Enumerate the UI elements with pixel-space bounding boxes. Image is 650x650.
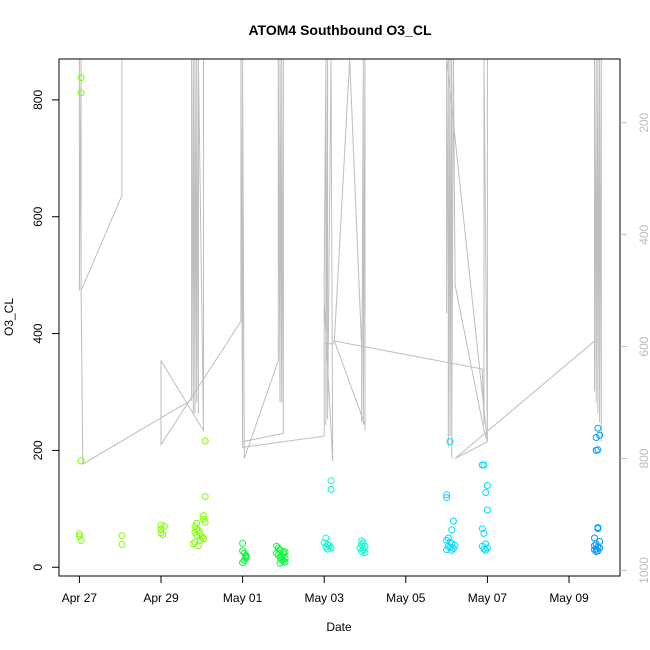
data-point: [480, 529, 488, 537]
data-point: [159, 531, 167, 538]
data-point: [449, 545, 457, 552]
chart-title: ATOM4 Southbound O3_CL: [248, 22, 431, 38]
plot-frame: [58, 58, 621, 577]
data-point: [322, 534, 330, 542]
data-point: [239, 559, 247, 567]
data-point: [200, 512, 207, 520]
data-point: [443, 546, 451, 554]
data-point: [273, 549, 281, 557]
secondary-y-axis: 200 400 600 800 1000: [620, 112, 650, 584]
x-axis: Apr 27 Apr 29 May 01 May 03 May 05 May 07 May …: [62, 576, 589, 605]
y-axis: 0 200 400 600 800: [31, 90, 59, 571]
data-point: [446, 438, 454, 446]
data-point: [77, 74, 85, 82]
x-tick-label: May 07: [468, 591, 508, 605]
data-point: [320, 539, 328, 547]
data-point: [77, 536, 85, 544]
data-point: [592, 548, 600, 555]
data-point: [196, 529, 204, 537]
profile-line-layer: [78, 58, 602, 465]
data-point: [77, 457, 85, 465]
data-point: [448, 526, 456, 534]
data-points-layer: [75, 74, 604, 567]
data-point: [194, 542, 202, 550]
profile-line: [78, 58, 602, 465]
y2-tick-label: 1000: [637, 557, 650, 584]
data-point: [324, 545, 332, 553]
data-point: [327, 477, 335, 485]
data-point: [361, 549, 369, 557]
y-tick-label: 600: [31, 206, 45, 226]
data-point: [327, 544, 335, 552]
data-point: [273, 542, 281, 550]
data-point: [77, 89, 85, 97]
data-point: [118, 532, 126, 540]
data-point: [198, 533, 206, 541]
data-point: [483, 482, 491, 489]
data-point: [200, 535, 207, 543]
data-point: [449, 517, 457, 525]
data-point: [443, 494, 451, 502]
x-tick-label: Apr 27: [62, 591, 98, 605]
data-point: [201, 518, 209, 526]
data-point: [446, 538, 454, 546]
x-tick-label: May 09: [549, 591, 589, 605]
data-point: [160, 522, 168, 530]
y-tick-label: 0: [31, 564, 45, 571]
data-point: [480, 461, 488, 469]
data-point: [75, 532, 83, 540]
data-point: [281, 548, 289, 556]
data-point: [596, 431, 604, 439]
data-point: [594, 446, 602, 454]
data-point: [201, 437, 209, 445]
y2-tick-label: 200: [637, 112, 650, 132]
y2-tick-label: 400: [637, 224, 650, 244]
data-point: [482, 489, 490, 496]
data-point: [276, 559, 284, 567]
data-point: [201, 493, 209, 501]
data-point: [242, 553, 250, 561]
x-axis-label: Date: [326, 620, 352, 634]
data-point: [448, 546, 456, 554]
data-point: [279, 550, 287, 558]
data-point: [75, 530, 83, 538]
data-point: [594, 525, 602, 533]
y2-tick-label: 800: [637, 448, 650, 468]
data-point: [478, 525, 486, 533]
data-point: [157, 521, 165, 529]
y-tick-label: 400: [31, 323, 45, 343]
y-axis-label: O3_CL: [2, 298, 16, 336]
x-tick-label: May 01: [223, 591, 263, 605]
data-point: [591, 546, 598, 554]
data-point: [358, 548, 366, 555]
y-tick-label: 800: [31, 90, 45, 110]
data-point: [118, 541, 126, 548]
y-tick-label: 200: [31, 440, 45, 460]
data-point: [239, 539, 247, 547]
data-point: [594, 424, 602, 432]
data-point: [482, 546, 490, 554]
x-tick-label: May 03: [305, 591, 345, 605]
data-point: [359, 539, 367, 547]
data-point: [443, 491, 451, 499]
data-point: [483, 506, 491, 514]
x-tick-label: May 05: [386, 591, 426, 605]
data-point: [281, 558, 289, 566]
data-point: [327, 486, 335, 493]
data-point: [356, 544, 364, 552]
data-point: [358, 537, 366, 545]
data-point: [480, 545, 488, 553]
y2-tick-label: 600: [637, 336, 650, 356]
x-tick-label: Apr 29: [143, 591, 179, 605]
data-point: [157, 529, 165, 537]
